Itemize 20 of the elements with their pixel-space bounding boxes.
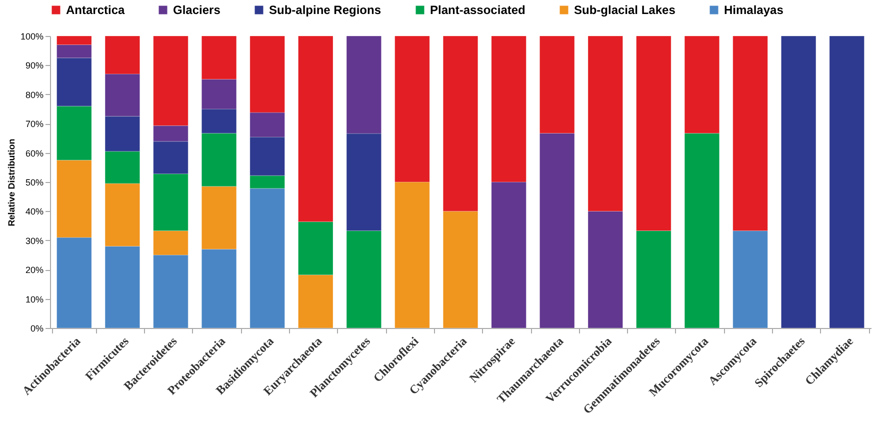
y-tick-label: 100% bbox=[20, 32, 44, 42]
bar bbox=[829, 36, 864, 328]
y-tick-label: 90% bbox=[25, 60, 44, 71]
legend-label: Himalayas bbox=[724, 3, 784, 17]
legend-label: Sub-alpine Regions bbox=[269, 3, 382, 17]
y-tick-label: 10% bbox=[25, 294, 44, 304]
y-axis-title: Relative Distribution bbox=[6, 138, 16, 226]
y-tick-label: 60% bbox=[25, 148, 44, 158]
y-tick-label: 30% bbox=[25, 236, 44, 246]
bar bbox=[780, 36, 816, 328]
y-tick-label: 40% bbox=[25, 206, 44, 217]
y-tick-label: 80% bbox=[25, 90, 44, 100]
y-tick-label: 70% bbox=[25, 119, 44, 130]
y-tick-label: 0% bbox=[30, 324, 44, 334]
legend-label: Plant-associated bbox=[430, 3, 526, 17]
legend-label: Glaciers bbox=[173, 3, 221, 17]
legend-label: Sub-glacial Lakes bbox=[574, 3, 676, 17]
y-tick-label: 20% bbox=[25, 265, 44, 276]
y-tick-label: 50% bbox=[25, 178, 44, 188]
legend-label: Antarctica bbox=[66, 3, 126, 17]
